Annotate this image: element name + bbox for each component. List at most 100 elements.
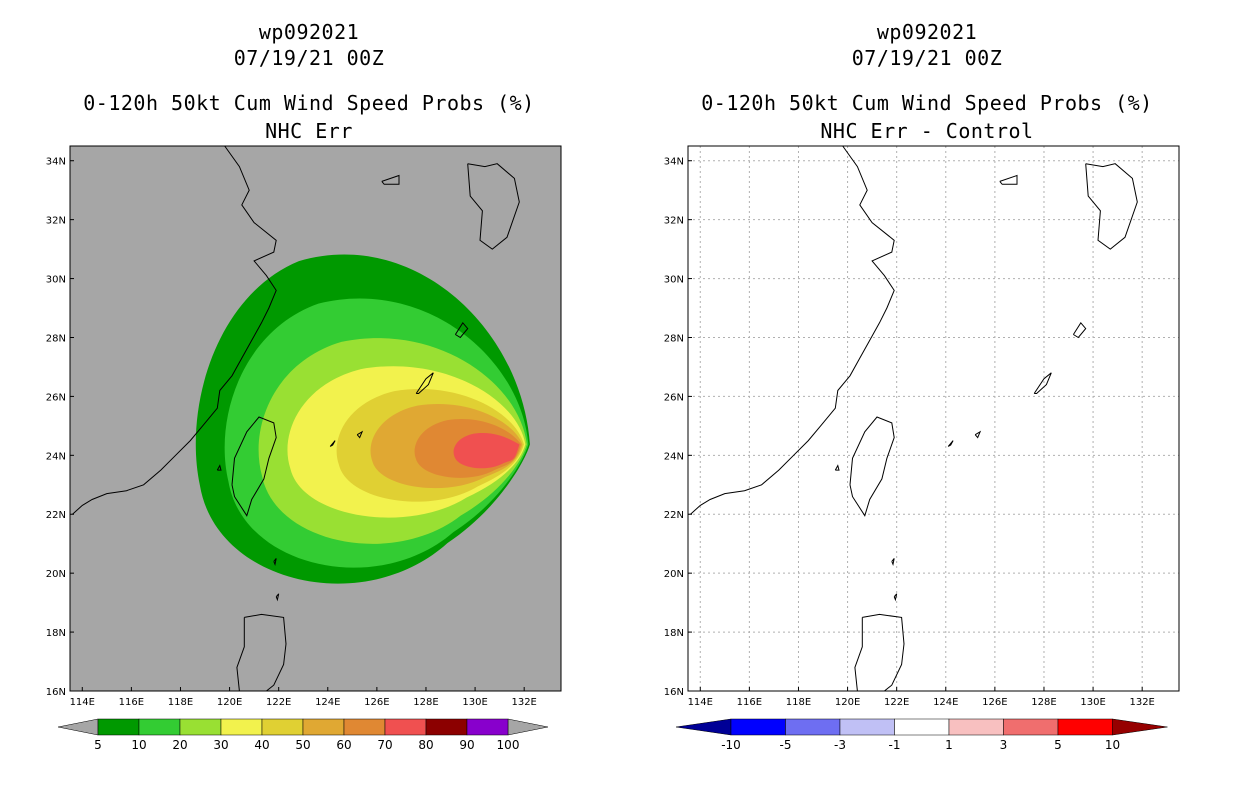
lon-label: 122E (266, 697, 291, 708)
lon-label: 120E (217, 697, 242, 708)
coastline (454, 321, 469, 339)
coastline (216, 464, 222, 471)
probability-field (195, 254, 530, 584)
lat-label: 30N (46, 275, 66, 286)
colorbar-swatch (220, 718, 263, 736)
colorbar-swatch (730, 718, 786, 736)
colorbar-label: 70 (377, 738, 392, 752)
coastline (231, 416, 277, 517)
colorbar-swatch (1003, 718, 1059, 736)
colorbar-label: 60 (336, 738, 351, 752)
colorbar-label: -5 (780, 738, 792, 752)
axis-labels: 34N 32N 30N 28N 26N 24N 22N 20N 18N 16N 114E 116E 11… (46, 157, 537, 708)
product-title: 0-120h 50kt Cum Wind Speed Probs (%) (83, 91, 535, 115)
lon-label: 130E (1080, 697, 1105, 708)
coastline (275, 593, 280, 602)
colorbar: 5 10 20 30 40 50 60 70 80 90 100 (57, 718, 549, 752)
map-left: 34N 32N 30N 28N 26N 24N 22N 20N 18N 16N 114E 116E 11… (46, 145, 562, 752)
lon-label: 128E (1031, 697, 1056, 708)
colorbar-label: 5 (1054, 738, 1062, 752)
subtitle: NHC Err - Control (820, 119, 1034, 143)
lon-label: 114E (688, 697, 713, 708)
coastline (329, 440, 336, 447)
coastline (1085, 163, 1138, 250)
lon-label: 116E (119, 697, 144, 708)
colorbar-end-left (57, 718, 99, 736)
colorbar-swatch (466, 718, 509, 736)
lat-label: 16N (664, 687, 684, 698)
storm-id-title: wp092021 (258, 20, 360, 44)
coastline (72, 145, 277, 515)
lat-label: 32N (46, 216, 66, 227)
lat-label: 22N (46, 510, 66, 521)
lon-label: 114E (70, 697, 95, 708)
colorbar-swatch (948, 718, 1004, 736)
coastline (893, 593, 898, 602)
gridlines (688, 146, 1179, 691)
map-background (688, 146, 1179, 691)
lon-label: 126E (364, 697, 389, 708)
lat-label: 32N (664, 216, 684, 227)
lat-label: 18N (664, 628, 684, 639)
colorbar-label: 10 (1105, 738, 1120, 752)
datetime-title: 07/19/21 00Z (851, 46, 1003, 70)
lon-label: 118E (786, 697, 811, 708)
coastline (999, 174, 1018, 185)
colorbar-end-right (507, 718, 549, 736)
lon-label: 132E (511, 697, 536, 708)
coastline (1033, 372, 1052, 394)
lat-label: 20N (46, 569, 66, 580)
colorbar-label: 3 (1000, 738, 1008, 752)
colorbar-swatch (384, 718, 427, 736)
colorbar-swatch (425, 718, 468, 736)
colorbar-swatch (343, 718, 386, 736)
lon-label: 124E (933, 697, 958, 708)
colorbar-swatch (839, 718, 895, 736)
lon-label: 130E (462, 697, 487, 708)
colorbar-label: 5 (94, 738, 102, 752)
coastline (947, 440, 954, 447)
prob-contour-70 (453, 433, 520, 469)
panel-right: wp092021 07/19/21 00Z 0-120h 50kt Cum Wi… (618, 0, 1236, 800)
colorbar-swatch (179, 718, 222, 736)
coastline (891, 558, 895, 567)
lon-label: 116E (737, 697, 762, 708)
lon-label: 118E (168, 697, 193, 708)
colorbar-label: 30 (213, 738, 228, 752)
colorbar-label: 50 (295, 738, 310, 752)
coastline (236, 613, 287, 692)
colorbar-label: 80 (418, 738, 433, 752)
lat-label: 34N (46, 157, 66, 168)
colorbar-label: 100 (497, 738, 520, 752)
datetime-title: 07/19/21 00Z (233, 46, 385, 70)
coastline (834, 464, 840, 471)
lat-label: 26N (664, 392, 684, 403)
subtitle: NHC Err (265, 119, 353, 143)
colorbar-label: 1 (945, 738, 953, 752)
lat-label: 16N (46, 687, 66, 698)
colorbar-swatch (894, 718, 950, 736)
coastlines (72, 145, 520, 692)
colorbar-label: -3 (834, 738, 846, 752)
colorbar-end-right (1112, 718, 1168, 736)
lon-label: 124E (315, 697, 340, 708)
coastline (1072, 321, 1087, 339)
lon-label: 120E (835, 697, 860, 708)
lat-label: 20N (664, 569, 684, 580)
lat-label: 34N (664, 157, 684, 168)
lat-label: 18N (46, 628, 66, 639)
panel-left: wp092021 07/19/21 00Z 0-120h 50kt Cum Wi… (46, 20, 562, 752)
axis-labels: 34N 32N 30N 28N 26N 24N 22N 20N 18N 16N 114E 116E 11… (664, 157, 1155, 708)
lon-label: 132E (1129, 697, 1154, 708)
coastline (415, 372, 434, 394)
lat-label: 24N (46, 451, 66, 462)
coastline (467, 163, 520, 250)
colorbar-swatch (97, 718, 140, 736)
coastlines (690, 145, 1138, 692)
storm-id-title: wp092021 (876, 20, 978, 44)
coastline (854, 613, 905, 692)
lat-label: 30N (664, 275, 684, 286)
colorbar-swatch (785, 718, 841, 736)
colorbar: -10 -5 -3 -1 1 3 5 10 (675, 718, 1168, 752)
